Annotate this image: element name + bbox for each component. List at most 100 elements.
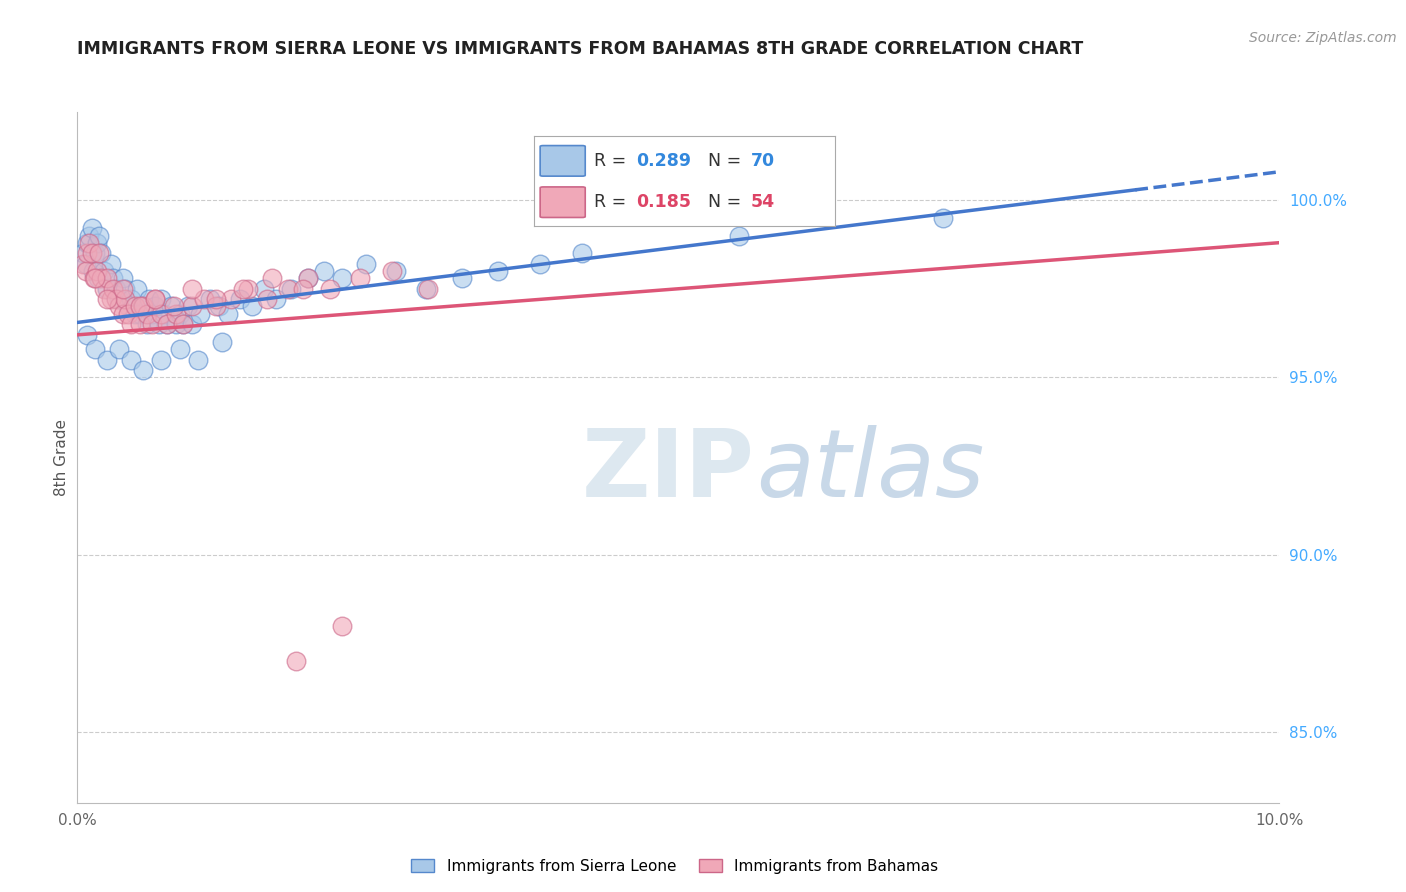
Point bbox=[188, 307, 211, 321]
Point bbox=[86, 235, 108, 250]
Point bbox=[150, 352, 173, 367]
Point bbox=[82, 264, 104, 278]
Point bbox=[90, 271, 112, 285]
Y-axis label: 8th Grade: 8th Grade bbox=[53, 418, 69, 496]
Point bbox=[128, 307, 150, 321]
Point bbox=[349, 271, 371, 285]
Point bbox=[156, 317, 179, 331]
Point bbox=[75, 257, 97, 271]
Point bbox=[87, 228, 110, 243]
Point bbox=[354, 257, 377, 271]
FancyBboxPatch shape bbox=[540, 145, 585, 176]
Point bbox=[103, 271, 125, 285]
Point bbox=[145, 300, 167, 314]
Point bbox=[136, 307, 159, 321]
Point bbox=[83, 271, 105, 285]
Point bbox=[297, 271, 319, 285]
Point bbox=[76, 235, 98, 250]
Point bbox=[87, 246, 110, 260]
Point bbox=[138, 293, 160, 307]
Point bbox=[264, 293, 287, 307]
Point bbox=[240, 300, 263, 314]
Point bbox=[100, 293, 122, 307]
Point bbox=[727, 228, 749, 243]
Point bbox=[79, 228, 101, 243]
Point bbox=[141, 317, 163, 331]
Point bbox=[232, 282, 254, 296]
Point bbox=[117, 307, 139, 321]
Point bbox=[84, 246, 107, 260]
Legend: Immigrants from Sierra Leone, Immigrants from Bahamas: Immigrants from Sierra Leone, Immigrants… bbox=[405, 853, 945, 880]
Point bbox=[124, 300, 146, 314]
Point bbox=[93, 264, 115, 278]
Point bbox=[385, 264, 408, 278]
Text: R =: R = bbox=[595, 194, 631, 211]
Point bbox=[79, 235, 101, 250]
Point bbox=[128, 300, 150, 314]
Point bbox=[100, 257, 122, 271]
Point bbox=[217, 307, 239, 321]
Text: ZIP: ZIP bbox=[582, 425, 755, 517]
Point bbox=[148, 317, 170, 331]
Point bbox=[111, 307, 134, 321]
Point bbox=[280, 282, 302, 296]
Point bbox=[84, 271, 107, 285]
Point bbox=[165, 317, 187, 331]
Point bbox=[96, 271, 118, 285]
Point bbox=[297, 271, 319, 285]
Text: atlas: atlas bbox=[756, 425, 984, 516]
Text: 0.185: 0.185 bbox=[637, 194, 692, 211]
Point bbox=[108, 293, 131, 307]
Point bbox=[114, 293, 136, 307]
Point bbox=[319, 282, 342, 296]
Point bbox=[292, 282, 315, 296]
Point bbox=[150, 293, 173, 307]
Text: R =: R = bbox=[595, 152, 631, 169]
Point bbox=[180, 300, 202, 314]
Point bbox=[76, 246, 98, 260]
Point bbox=[211, 334, 233, 349]
Point bbox=[93, 282, 115, 296]
Point bbox=[96, 352, 118, 367]
Point bbox=[418, 282, 440, 296]
Point bbox=[96, 293, 118, 307]
Point bbox=[172, 317, 194, 331]
Point bbox=[451, 271, 474, 285]
Point bbox=[86, 264, 108, 278]
Point bbox=[76, 327, 98, 342]
Point bbox=[204, 293, 226, 307]
Point bbox=[75, 264, 97, 278]
Point bbox=[198, 293, 221, 307]
Text: N =: N = bbox=[709, 194, 747, 211]
Point bbox=[72, 246, 94, 260]
Point bbox=[127, 282, 149, 296]
Point bbox=[80, 221, 103, 235]
Point bbox=[162, 300, 184, 314]
Point bbox=[153, 307, 176, 321]
Point bbox=[136, 317, 159, 331]
FancyBboxPatch shape bbox=[540, 187, 585, 218]
Point bbox=[80, 246, 103, 260]
Text: N =: N = bbox=[709, 152, 747, 169]
Point bbox=[104, 282, 127, 296]
Point bbox=[415, 282, 437, 296]
Point bbox=[114, 282, 136, 296]
Point bbox=[330, 271, 353, 285]
Point bbox=[128, 317, 150, 331]
Point bbox=[132, 300, 155, 314]
Point bbox=[381, 264, 404, 278]
Text: 54: 54 bbox=[751, 194, 775, 211]
Point bbox=[285, 654, 308, 668]
Text: 0.289: 0.289 bbox=[637, 152, 692, 169]
Point bbox=[486, 264, 509, 278]
Point bbox=[228, 293, 250, 307]
Point bbox=[204, 300, 226, 314]
Point bbox=[145, 293, 167, 307]
Point bbox=[165, 307, 187, 321]
Point bbox=[87, 271, 110, 285]
Text: 70: 70 bbox=[751, 152, 775, 169]
Point bbox=[160, 300, 183, 314]
Point bbox=[180, 282, 202, 296]
Point bbox=[156, 317, 179, 331]
Point bbox=[120, 293, 142, 307]
